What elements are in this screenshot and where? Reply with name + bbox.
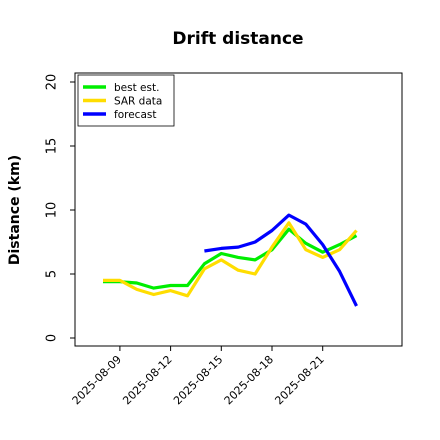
x-tick-label: 2025-08-09 <box>70 353 124 407</box>
x-tick-label: 2025-08-12 <box>120 353 174 407</box>
series-line-best-est <box>103 227 358 290</box>
y-tick-label: 15 <box>45 138 60 155</box>
plot-area <box>103 213 358 307</box>
x-tick-label: 2025-08-21 <box>272 353 326 407</box>
series-line-sar-data <box>103 221 358 298</box>
y-tick-label: 0 <box>45 334 60 342</box>
y-tick-label: 10 <box>45 202 60 219</box>
series-line-forecast <box>204 213 358 307</box>
x-tick-label: 2025-08-18 <box>222 353 276 407</box>
legend-label: SAR data <box>114 96 162 108</box>
y-axis-label: Distance (km) <box>7 155 23 265</box>
y-tick-label: 5 <box>45 270 60 278</box>
chart-title: Drift distance <box>172 29 303 49</box>
legend-label: best est. <box>114 82 159 94</box>
x-tick-label: 2025-08-15 <box>171 353 225 407</box>
legend-label: forecast <box>114 109 156 121</box>
y-tick-label: 20 <box>45 74 60 91</box>
